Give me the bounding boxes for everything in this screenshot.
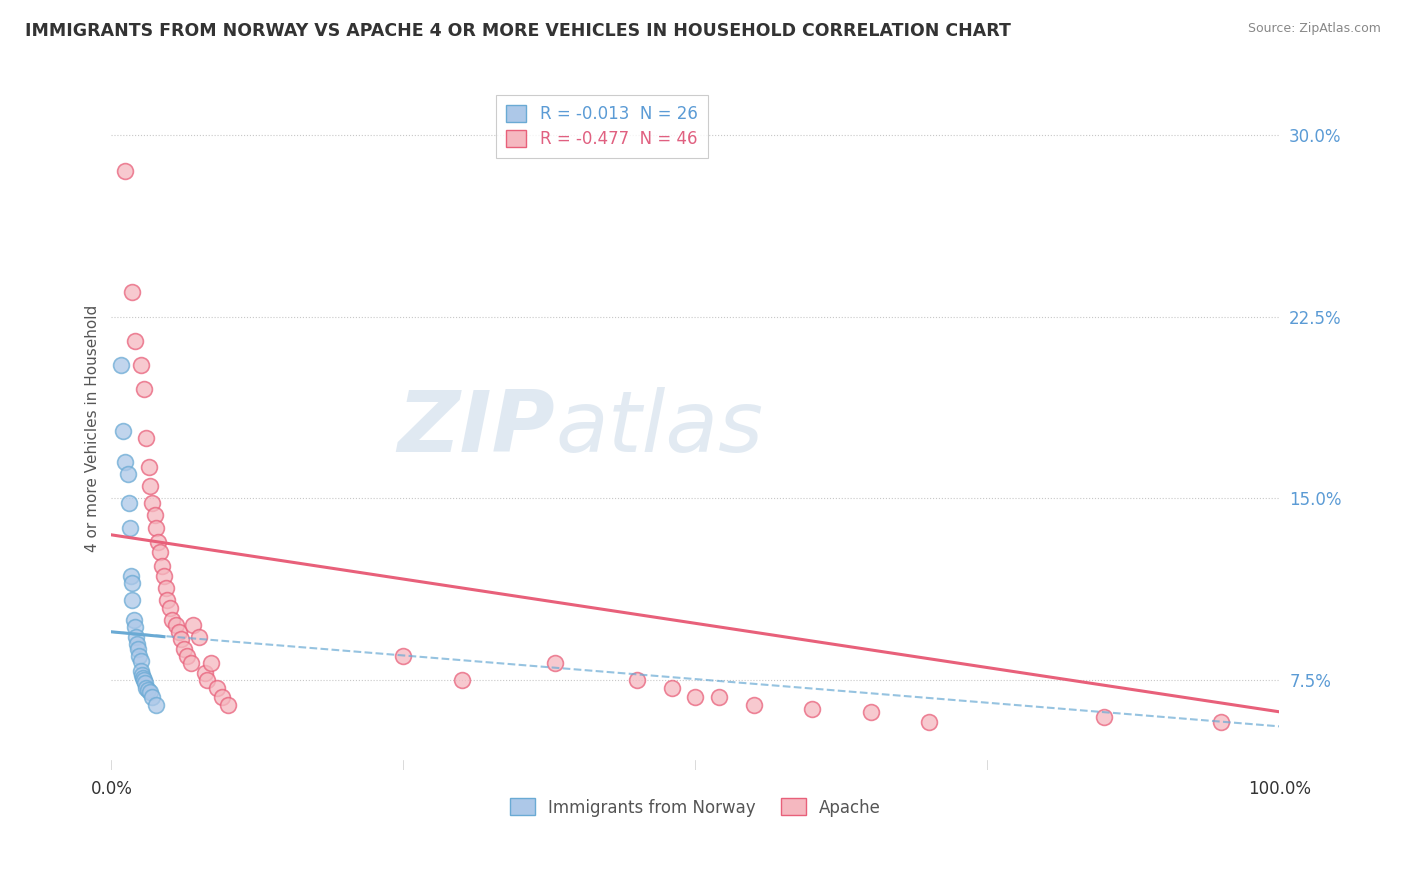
Point xyxy=(134,675,156,690)
Point xyxy=(112,424,135,438)
Text: atlas: atlas xyxy=(555,386,763,470)
Point xyxy=(114,455,136,469)
Point xyxy=(392,648,415,663)
Point xyxy=(167,624,190,639)
Point xyxy=(707,690,730,705)
Point xyxy=(626,673,648,688)
Text: IMMIGRANTS FROM NORWAY VS APACHE 4 OR MORE VEHICLES IN HOUSEHOLD CORRELATION CHA: IMMIGRANTS FROM NORWAY VS APACHE 4 OR MO… xyxy=(25,22,1011,40)
Point xyxy=(139,685,162,699)
Point xyxy=(211,690,233,705)
Point xyxy=(132,671,155,685)
Point xyxy=(124,620,146,634)
Point xyxy=(124,334,146,348)
Point xyxy=(200,657,222,671)
Point xyxy=(117,467,139,482)
Point xyxy=(135,431,157,445)
Point xyxy=(205,681,228,695)
Point xyxy=(120,569,142,583)
Point xyxy=(176,648,198,663)
Point xyxy=(129,664,152,678)
Point xyxy=(153,569,176,583)
Point xyxy=(143,508,166,523)
Point xyxy=(146,535,169,549)
Point xyxy=(742,698,765,712)
Y-axis label: 4 or more Vehicles in Household: 4 or more Vehicles in Household xyxy=(86,304,100,552)
Point xyxy=(121,593,143,607)
Point xyxy=(114,164,136,178)
Text: ZIP: ZIP xyxy=(398,386,555,470)
Point xyxy=(139,479,162,493)
Point xyxy=(544,657,567,671)
Point xyxy=(181,617,204,632)
Point xyxy=(118,496,141,510)
Point xyxy=(129,358,152,372)
Point xyxy=(918,714,941,729)
Point xyxy=(141,496,163,510)
Point xyxy=(180,657,202,671)
Legend: Immigrants from Norway, Apache: Immigrants from Norway, Apache xyxy=(503,792,887,823)
Point xyxy=(801,702,824,716)
Point xyxy=(160,613,183,627)
Point xyxy=(122,613,145,627)
Point xyxy=(128,648,150,663)
Point xyxy=(173,641,195,656)
Text: Source: ZipAtlas.com: Source: ZipAtlas.com xyxy=(1247,22,1381,36)
Point xyxy=(150,559,173,574)
Point xyxy=(110,358,132,372)
Point xyxy=(156,593,179,607)
Point xyxy=(145,520,167,534)
Point xyxy=(125,630,148,644)
Point xyxy=(155,581,177,595)
Point xyxy=(120,520,142,534)
Point xyxy=(145,698,167,712)
Point xyxy=(1209,714,1232,729)
Point xyxy=(138,460,160,475)
Point xyxy=(127,641,149,656)
Point xyxy=(135,681,157,695)
Point xyxy=(141,690,163,705)
Point xyxy=(194,666,217,681)
Point xyxy=(131,668,153,682)
Point xyxy=(195,673,218,688)
Point xyxy=(136,683,159,698)
Point xyxy=(859,705,882,719)
Point xyxy=(134,673,156,688)
Point xyxy=(165,617,187,632)
Point xyxy=(188,630,211,644)
Point xyxy=(127,637,149,651)
Point xyxy=(170,632,193,646)
Point xyxy=(149,545,172,559)
Point xyxy=(129,654,152,668)
Point xyxy=(159,600,181,615)
Point xyxy=(217,698,239,712)
Point xyxy=(1092,709,1115,723)
Point xyxy=(685,690,707,705)
Point xyxy=(121,285,143,300)
Point xyxy=(661,681,683,695)
Point xyxy=(450,673,472,688)
Point xyxy=(134,383,156,397)
Point xyxy=(121,576,143,591)
